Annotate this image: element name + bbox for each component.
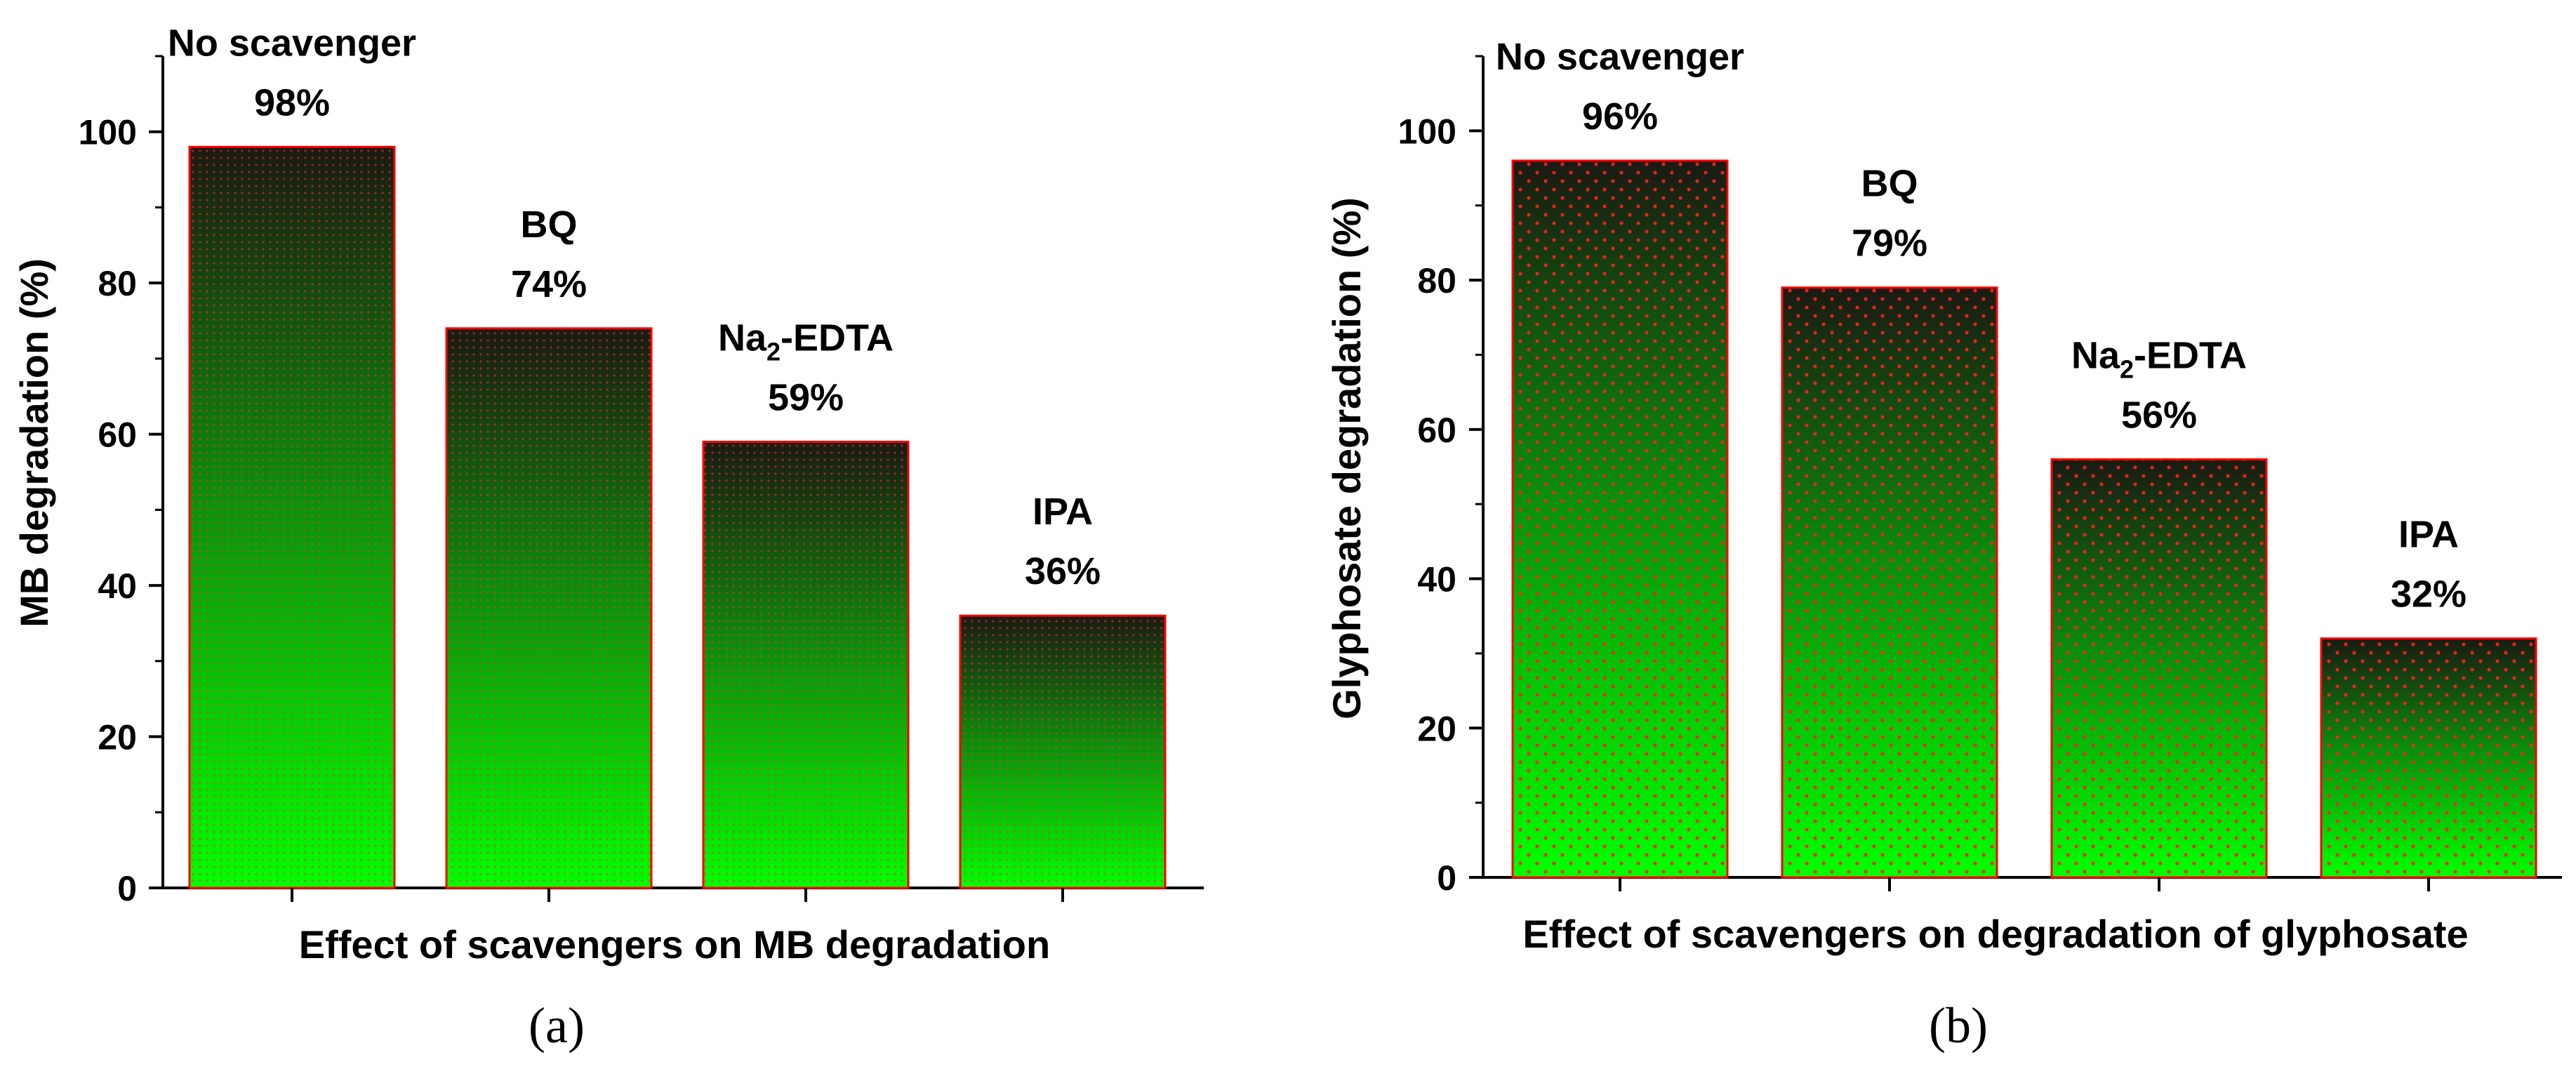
panel-b-y-tick-label: 80 bbox=[1417, 261, 1456, 300]
panel-b-y-tick-label: 60 bbox=[1417, 411, 1456, 450]
panel-b-bar-pattern bbox=[2321, 638, 2536, 877]
panel-b-category-label: IPA bbox=[2398, 514, 2459, 556]
panel-a-value-label: 74% bbox=[511, 263, 587, 305]
panel-a-bar-pattern bbox=[960, 616, 1165, 888]
panel-b-value-label: 79% bbox=[1852, 223, 1927, 265]
panel-a-category-label: No scavenger bbox=[168, 22, 416, 64]
panel-a-bar-pattern bbox=[703, 441, 908, 888]
panel-b-y-tick-label: 40 bbox=[1417, 560, 1456, 599]
panel-b-value-label: 56% bbox=[2121, 394, 2197, 436]
panel-a-y-tick-label: 100 bbox=[79, 113, 137, 152]
panel-b-bar-pattern bbox=[1513, 160, 1727, 878]
panel-a-y-tick-label: 40 bbox=[98, 566, 137, 606]
panel-a-chart: MB degradation (%) Effect of scavengers … bbox=[12, 22, 1204, 1054]
panel-a-value-label: 59% bbox=[768, 376, 844, 418]
panel-b-value-label: 32% bbox=[2391, 573, 2467, 616]
panel-a-bar-pattern bbox=[446, 328, 651, 888]
panel-a-y-tick-label: 60 bbox=[98, 416, 137, 455]
panel-b-value-label: 96% bbox=[1582, 95, 1658, 138]
panel-b-bar-pattern bbox=[2052, 459, 2266, 877]
panel-b-bar-pattern bbox=[1782, 287, 1997, 877]
panel-a-category-label: IPA bbox=[1033, 491, 1093, 533]
panel-a-category-label: Na2-EDTA bbox=[718, 317, 894, 366]
panel-b-y-tick-label: 20 bbox=[1417, 709, 1456, 748]
panel-a-y-tick-label: 0 bbox=[117, 869, 137, 908]
panel-a-value-label: 36% bbox=[1025, 550, 1101, 592]
panel-b-category-label: No scavenger bbox=[1496, 36, 1744, 78]
panel-b-category-label: BQ bbox=[1861, 163, 1918, 205]
panel-a-x-axis-label: Effect of scavengers on MB degradation bbox=[299, 922, 1050, 967]
panel-b-chart: Glyphosate degradation (%) Effect of sca… bbox=[1324, 36, 2562, 1054]
panel-a-caption: (a) bbox=[529, 997, 585, 1054]
panel-a-y-axis-label: MB degradation (%) bbox=[12, 258, 56, 628]
panel-a-category-label: BQ bbox=[521, 204, 578, 246]
panel-a-y-tick-label: 80 bbox=[98, 264, 137, 303]
panel-b-y-tick-label: 0 bbox=[1437, 858, 1456, 898]
panel-b-y-axis-label: Glyphosate degradation (%) bbox=[1324, 197, 1369, 719]
panel-b-caption: (b) bbox=[1929, 997, 1988, 1054]
panel-b-category-label: Na2-EDTA bbox=[2071, 334, 2247, 383]
panel-a-value-label: 98% bbox=[254, 81, 330, 124]
panel-a-bar-pattern bbox=[190, 147, 394, 889]
panel-a-y-tick-label: 20 bbox=[98, 718, 137, 757]
panel-b-y-tick-label: 100 bbox=[1398, 112, 1456, 151]
panel-b-x-axis-label: Effect of scavengers on degradation of g… bbox=[1522, 912, 2468, 956]
